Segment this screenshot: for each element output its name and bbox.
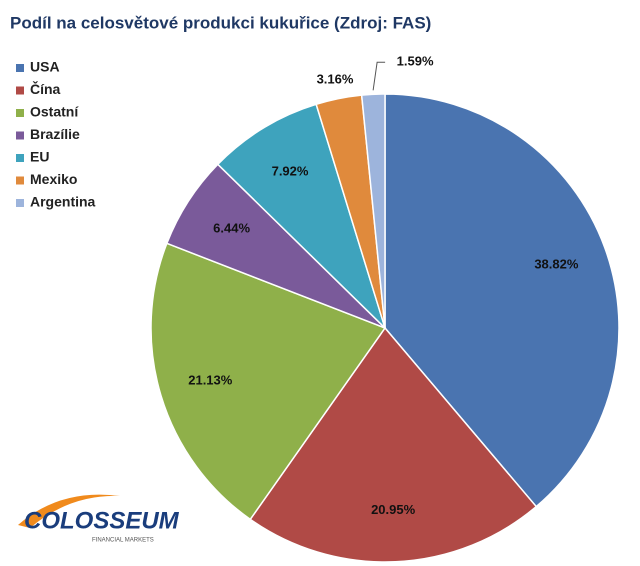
- logo-name: COLOSSEUM: [24, 507, 180, 534]
- data-label: 38.82%: [534, 257, 579, 272]
- leader-line: [372, 61, 386, 91]
- legend-swatch: [16, 154, 24, 162]
- pie-slice: [384, 93, 620, 508]
- legend-swatch: [16, 199, 24, 207]
- chart-title: Podíl na celosvětové produkci kukuřice (…: [10, 13, 431, 32]
- data-label: 3.16%: [317, 72, 354, 87]
- legend-label: Mexiko: [30, 171, 77, 187]
- logo-tagline: FINANCIAL MARKETS: [92, 538, 154, 544]
- legend-swatch: [16, 131, 24, 140]
- legend-label: Brazílie: [30, 126, 80, 142]
- data-label: 7.92%: [272, 164, 309, 179]
- legend-swatch: [16, 86, 24, 95]
- data-label: 1.59%: [397, 54, 434, 69]
- legend-label: EU: [30, 149, 49, 165]
- legend-swatch: [16, 64, 24, 72]
- data-label: 20.95%: [371, 502, 416, 517]
- data-label: 6.44%: [213, 221, 250, 236]
- pie-slice: [150, 242, 387, 521]
- legend-label: Argentina: [30, 194, 96, 210]
- data-label: 21.13%: [188, 372, 233, 387]
- logo-swoosh: [18, 494, 120, 528]
- pie-slice: [216, 103, 386, 329]
- pie-slice: [249, 326, 538, 563]
- logo: COLOSSEUM FINANCIAL MARKETS: [18, 494, 180, 544]
- legend-label: Čína: [30, 80, 61, 97]
- legend-label: USA: [30, 59, 60, 75]
- pie-slice: [360, 93, 386, 329]
- legend-swatch: [16, 176, 24, 185]
- legend-swatch: [16, 109, 24, 117]
- legend-label: Ostatní: [30, 104, 79, 120]
